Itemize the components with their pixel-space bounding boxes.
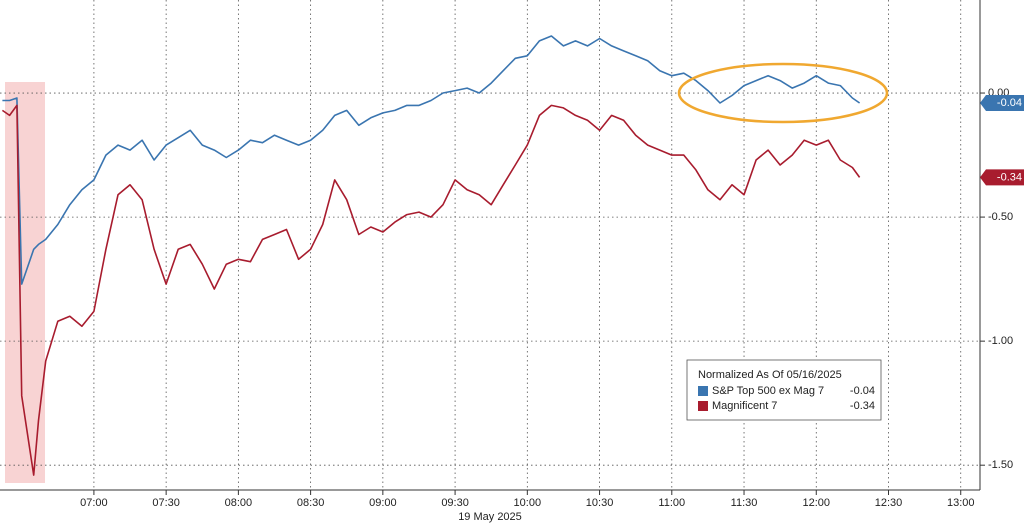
x-tick-label: 08:00 [225, 497, 253, 509]
x-axis-label: 19 May 2025 [458, 511, 522, 523]
x-tick-label: 07:00 [80, 497, 108, 509]
end-tag [980, 94, 1024, 111]
end-label: -0.04 [997, 97, 1022, 109]
legend-box [686, 359, 882, 421]
x-tick-label: 12:00 [802, 497, 830, 509]
series-line [2, 35, 861, 285]
end-label: -0.34 [997, 171, 1022, 183]
x-tick-label: 11:30 [731, 497, 758, 509]
x-tick-label: 13:00 [947, 497, 975, 509]
end-tag [980, 169, 1024, 186]
highlight-ellipse [677, 62, 889, 124]
x-tick-label: 08:30 [297, 497, 325, 509]
lines [1, 35, 861, 476]
legend: Normalized As Of 05/16/2025 [686, 359, 882, 421]
x-tick-label: 09:00 [369, 497, 397, 509]
legend-label: S&P Top 500 ex Mag 7 [712, 385, 824, 397]
legend-label: Magnificent 7 [712, 400, 777, 412]
y-tick-label: -1.50 [988, 459, 1013, 471]
x-tick-label: 07:30 [152, 497, 180, 509]
x-tick-label: 10:00 [514, 497, 542, 509]
x-tick-label: 10:30 [586, 497, 614, 509]
x-tick-label: 12:30 [875, 497, 903, 509]
legend-title: Normalized As Of 05/16/2025 [698, 369, 842, 381]
series-line [1, 104, 861, 476]
y-tick-label: -1.00 [988, 335, 1013, 347]
legend-value: -0.34 [850, 400, 875, 412]
y-tick-label: -0.50 [988, 211, 1013, 223]
legend-value: -0.04 [850, 385, 875, 397]
legend-swatch [698, 386, 708, 396]
grid [0, 0, 980, 490]
legend-swatch [698, 401, 708, 411]
x-tick-label: 09:30 [441, 497, 469, 509]
x-tick-label: 11:00 [658, 497, 685, 509]
